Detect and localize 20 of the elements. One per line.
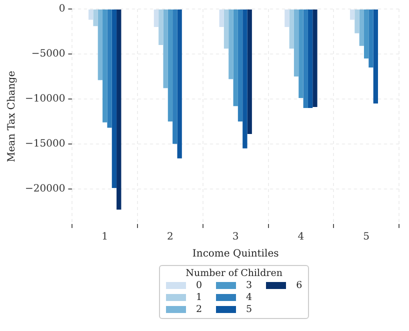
y-tick-label: −15000 bbox=[24, 138, 66, 150]
y-tick-label: −5000 bbox=[31, 48, 66, 60]
x-tick-label: 3 bbox=[232, 232, 239, 243]
legend-label: 3 bbox=[246, 280, 252, 291]
y-axis-title: Mean Tax Change bbox=[6, 70, 18, 162]
legend-label: 5 bbox=[246, 304, 252, 315]
legend-label: 1 bbox=[196, 292, 202, 303]
x-tick-label: 4 bbox=[298, 232, 304, 243]
legend-label: 0 bbox=[196, 280, 202, 291]
y-tick-label: −10000 bbox=[24, 94, 66, 105]
x-tick-label: 5 bbox=[363, 232, 370, 243]
x-axis-title: Income Quintiles bbox=[192, 248, 279, 260]
y-tick-label: 0 bbox=[58, 4, 66, 15]
y-tick-label: −20000 bbox=[24, 184, 66, 195]
legend-label: 2 bbox=[196, 304, 202, 315]
x-tick-label: 1 bbox=[102, 232, 108, 243]
x-tick-label: 2 bbox=[167, 232, 174, 243]
legend-label: 6 bbox=[296, 280, 302, 291]
legend-title: Number of Children bbox=[184, 268, 284, 279]
legend-label: 4 bbox=[246, 292, 252, 303]
